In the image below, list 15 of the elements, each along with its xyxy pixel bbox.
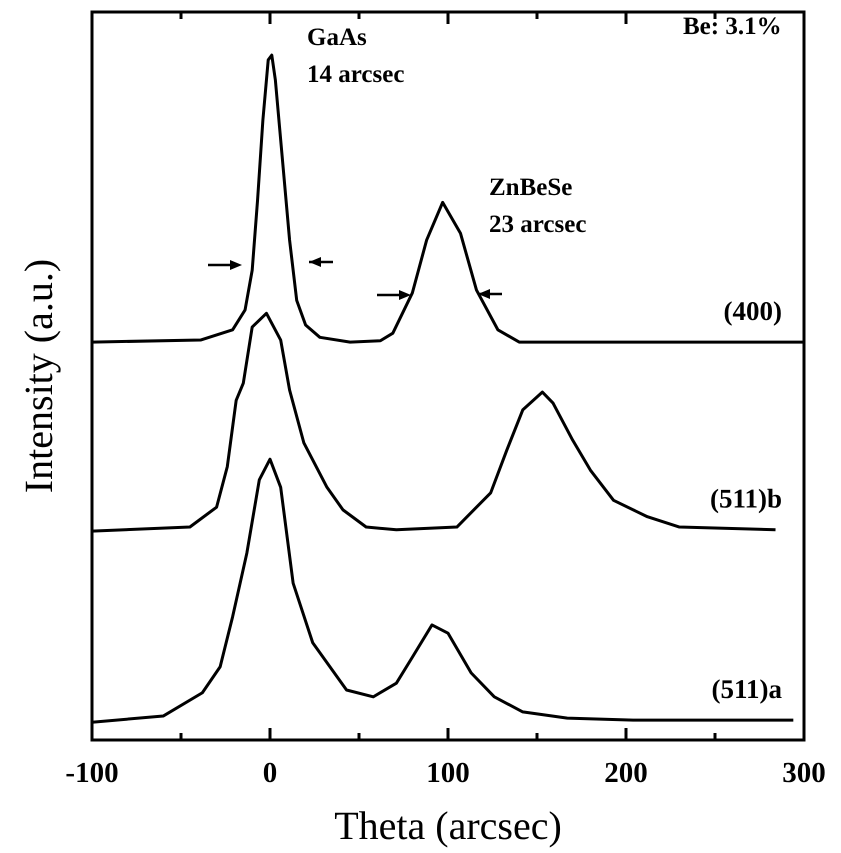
x-axis-title: Theta (arcsec) xyxy=(334,803,562,848)
annotation: ZnBeSe xyxy=(489,174,572,201)
text: GaAs xyxy=(307,24,367,51)
series-label: (511)b xyxy=(710,484,782,514)
annotation: 23 arcsec xyxy=(489,211,586,238)
y-axis-title: Intensity (a.u.) xyxy=(16,258,61,494)
x-tick-label: 0 xyxy=(262,757,278,789)
x-tick-label: 100 xyxy=(426,757,470,789)
x-tick-label: 200 xyxy=(604,757,648,789)
text: Be: 3.1% xyxy=(683,13,782,40)
series-label: (511)a xyxy=(712,674,782,704)
series-label: (400) xyxy=(724,296,782,326)
x-tick-label: 300 xyxy=(782,757,826,789)
x-tick-label: -100 xyxy=(65,757,119,789)
annotation: 14 arcsec xyxy=(307,61,404,88)
